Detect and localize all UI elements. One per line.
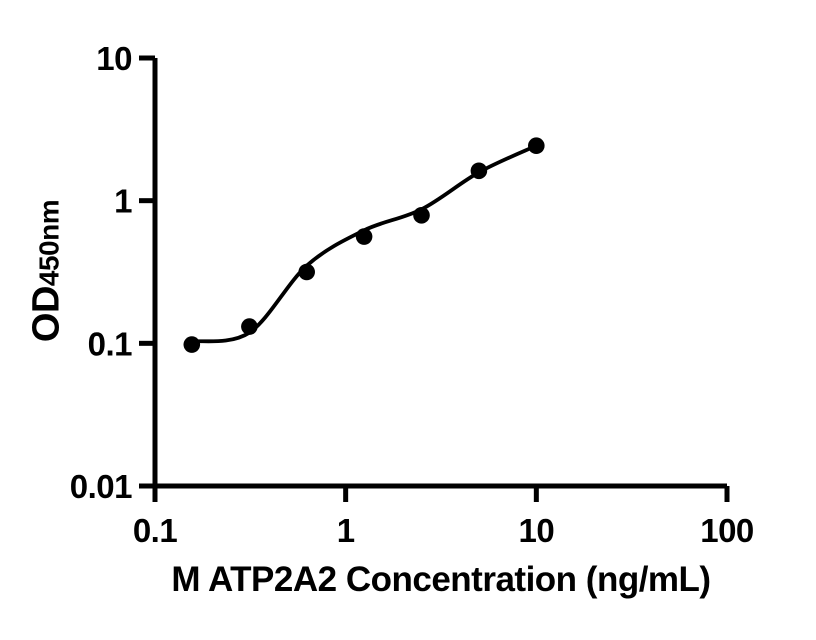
x-axis-title: M ATP2A2 Concentration (ng/mL) bbox=[171, 560, 711, 599]
y-tick-label: 0.1 bbox=[88, 325, 133, 362]
x-tick-label: 1 bbox=[337, 512, 355, 549]
y-tick-label: 1 bbox=[114, 183, 132, 220]
y-axis-title-main: OD bbox=[25, 286, 68, 343]
data-point bbox=[470, 162, 488, 180]
data-point bbox=[413, 207, 430, 224]
data-point bbox=[183, 336, 201, 353]
x-tick-label: 100 bbox=[700, 512, 754, 549]
data-point bbox=[528, 137, 545, 154]
y-axis-title-sub: 450nm bbox=[33, 199, 65, 287]
data-point bbox=[241, 318, 258, 335]
data-point bbox=[298, 263, 316, 281]
y-axis-title: OD450nm bbox=[26, 200, 69, 342]
data-point bbox=[355, 228, 373, 245]
y-tick-label: 10 bbox=[96, 40, 132, 77]
x-tick-label: 0.1 bbox=[133, 512, 178, 549]
y-tick-label: 0.01 bbox=[70, 468, 132, 505]
x-tick-label: 10 bbox=[518, 512, 554, 549]
